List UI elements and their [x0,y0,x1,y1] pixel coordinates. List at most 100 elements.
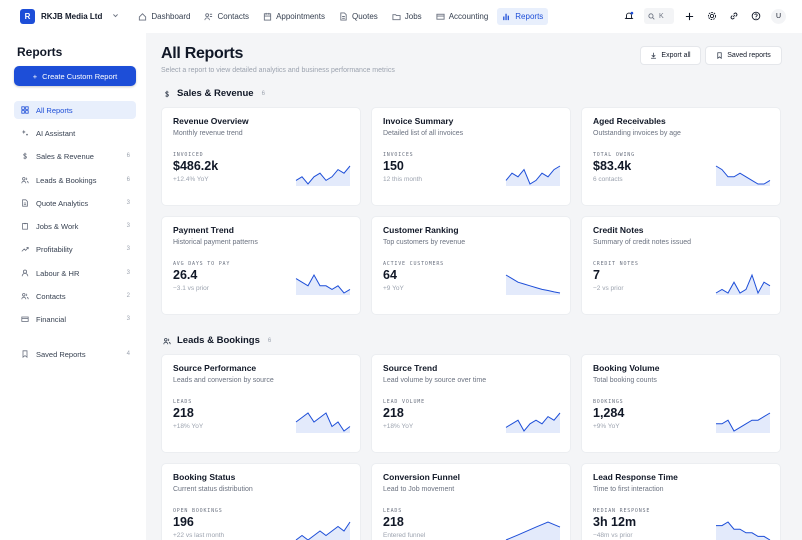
add-icon[interactable] [683,10,696,23]
sparkle-icon [21,129,29,137]
nav-item-label: Reports [515,12,544,21]
nav-item-label: Appointments [276,12,325,21]
reports-main: All Reports Select a report to view deta… [146,33,802,540]
main-nav: Dashboard Contacts Appointments Quotes Jobs A… [133,8,549,25]
report-card-title: Customer Ranking [383,225,459,235]
nav-item-label: Jobs [404,12,422,21]
sidebar-item-leads-and-bookings[interactable]: Leads & Bookings 6 [14,171,136,189]
report-card-title: Booking Volume [593,363,660,373]
report-card-aged-receivables[interactable]: Aged Receivables Outstanding invoices by … [581,107,781,206]
user-avatar[interactable]: U [771,8,786,24]
sparkline-line [505,412,561,432]
report-card-source-performance[interactable]: Source Performance Leads and conversion b… [161,354,361,453]
grid-icon [21,106,29,114]
report-card-customer-ranking[interactable]: Customer Ranking Top customers by revenue… [371,216,571,315]
report-card-metric-label: AVG DAYS TO PAY [173,261,231,267]
sparkline-chart [505,274,561,295]
nav-item-appointments[interactable]: Appointments [258,8,330,25]
report-card-metric-value: 64 [383,268,397,282]
bookmark-icon [21,350,29,358]
report-card-metric-change: −2 vs prior [593,285,624,292]
sidebar-item-contacts[interactable]: Contacts 2 [14,287,136,305]
create-custom-report-button[interactable]: + Create Custom Report [14,66,136,86]
nav-item-accounting[interactable]: Accounting [431,8,494,25]
saved-reports-label: Saved reports [727,52,771,59]
report-card-metric-change: +9% YoY [593,423,620,430]
sidebar-item-saved-reports[interactable]: Saved Reports 4 [14,345,136,363]
sparkline-line [715,165,771,185]
report-card-metric-value: $83.4k [593,159,632,173]
report-card-invoice-summary[interactable]: Invoice Summary Detailed list of all invo… [371,107,571,206]
report-card-description: Summary of credit notes issued [593,239,692,246]
report-card-metric-value: 3h 12m [593,515,637,529]
help-icon[interactable] [749,10,762,23]
sidebar-item-labour-and-hr[interactable]: Labour & HR 3 [14,264,136,282]
sidebar-item-all-reports[interactable]: All Reports [14,101,136,119]
report-card-conversion-funnel[interactable]: Conversion Funnel Lead to Job movement LEA… [371,463,571,540]
report-card-metric-label: LEADS [173,399,193,405]
report-card-title: Lead Response Time [593,472,678,482]
report-card-metric-label: INVOICES [383,152,414,158]
sparkline-line [716,521,771,540]
folder-icon [392,12,401,21]
section-title: Sales & Revenue [177,88,254,99]
nav-item-label: Quotes [351,12,378,21]
report-card-description: Current status distribution [173,486,253,493]
link-icon[interactable] [727,10,740,23]
sidebar-item-jobs-and-work[interactable]: Jobs & Work 3 [14,217,136,235]
report-card-metric-label: CREDIT NOTES [593,261,639,267]
settings-gear-icon[interactable] [705,10,718,23]
report-card-booking-volume[interactable]: Booking Volume Total booking counts BOOKIN… [581,354,781,453]
report-card-metric-value: 150 [383,159,404,173]
report-card-metric-label: TOTAL OWING [593,152,635,158]
sparkline-line [715,273,771,295]
sparkline-chart [295,521,351,540]
nav-item-jobs[interactable]: Jobs [387,8,427,25]
sparkline-line [505,165,561,185]
report-card-metric-change: Entered funnel [383,532,426,539]
sidebar-item-profitability[interactable]: Profitability 3 [14,240,136,258]
sidebar-item-count: 4 [126,351,130,357]
report-card-description: Outstanding invoices by age [593,130,681,137]
clipboard-icon [21,222,29,230]
sidebar-item-count: 3 [126,246,130,252]
sparkline-area [296,166,350,186]
report-card-metric-value: 218 [173,406,194,420]
report-card-metric-change: +12.4% YoY [173,176,209,183]
report-card-source-trend[interactable]: Source Trend Lead volume by source over t… [371,354,571,453]
credit-card-icon [436,12,445,21]
report-card-description: Top customers by revenue [383,239,466,246]
nav-item-dashboard[interactable]: Dashboard [133,8,195,25]
sparkline-line [505,274,561,294]
sidebar-item-quote-analytics[interactable]: Quote Analytics 3 [14,194,136,212]
sparkline-area [506,522,560,540]
sidebar-item-sales-and-revenue[interactable]: Sales & Revenue 6 [14,147,136,165]
plus-icon: + [32,71,38,81]
report-card-metric-change: 6 contacts [593,176,623,183]
report-card-credit-notes[interactable]: Credit Notes Summary of credit notes issu… [581,216,781,315]
report-card-title: Aged Receivables [593,116,666,126]
sidebar-item-label: Sales & Revenue [36,151,94,161]
sidebar-item-financial[interactable]: Financial 3 [14,310,136,328]
nav-item-quotes[interactable]: Quotes [334,8,383,25]
report-card-booking-status[interactable]: Booking Status Current status distributio… [161,463,361,540]
notification-bell-icon[interactable] [622,10,635,23]
nav-item-contacts[interactable]: Contacts [199,8,254,25]
sidebar-item-count: 6 [126,177,130,183]
top-navigation-bar: R RKJB Media Ltd Dashboard Contacts Appoin… [0,0,802,33]
report-card-revenue-overview[interactable]: Revenue Overview Monthly revenue trend INV… [161,107,361,206]
nav-item-reports[interactable]: Reports [497,8,549,25]
sparkline-chart [716,412,771,433]
workspace-switcher[interactable]: R RKJB Media Ltd [20,9,119,24]
report-card-lead-response-time[interactable]: Lead Response Time Time to first interact… [581,463,781,540]
workspace-name: RKJB Media Ltd [41,12,103,21]
dollar-icon [163,90,171,98]
sparkline-chart [715,165,771,186]
toolbar: K U [622,8,786,24]
search-button[interactable]: K [644,8,674,24]
report-card-payment-trend[interactable]: Payment Trend Historical payment patterns… [161,216,361,315]
saved-reports-button[interactable]: Saved reports [705,46,782,65]
export-all-button[interactable]: Export all [640,46,701,65]
credit-card-icon [21,315,29,323]
sidebar-item-ai-assistant[interactable]: AI Assistant [14,124,136,142]
